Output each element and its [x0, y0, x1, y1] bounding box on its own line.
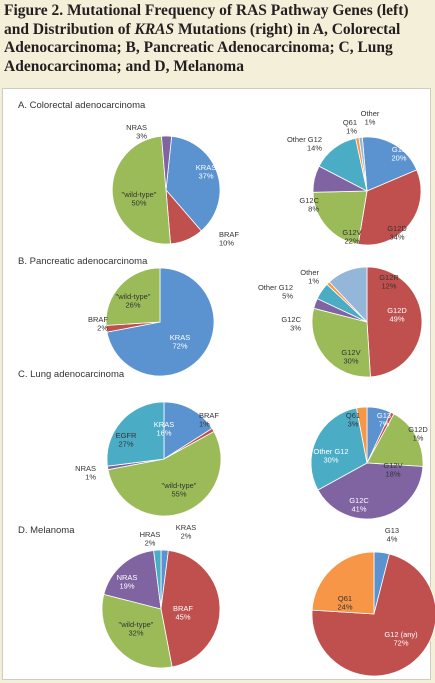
- pie-chart-7: [101, 549, 221, 669]
- slice-label-g12v: G12V 18%: [383, 461, 402, 479]
- pie-chart-3: [105, 267, 215, 377]
- pie-chart-1: [111, 135, 221, 245]
- pie-slice-kras: [106, 267, 215, 377]
- pie-slice-nras: [161, 135, 173, 191]
- slice-label-braf: BRAF 2%: [88, 315, 108, 333]
- pie-chart-8: [311, 551, 435, 677]
- slice-label-other-g12: Other G12 14%: [287, 135, 322, 153]
- pie-slice-g12v: [311, 307, 371, 378]
- pie-slice-g12r: [328, 266, 368, 324]
- pie-slice-other: [358, 136, 368, 192]
- slice-label-braf: BRAF 1%: [199, 411, 219, 429]
- slice-label-kras: KRAS 72%: [170, 333, 190, 351]
- slice-label-egfr: EGFR 27%: [116, 431, 137, 449]
- slice-label-g12v: G12V 30%: [341, 348, 360, 366]
- pie-slice-g12d: [366, 266, 423, 378]
- slice-label-g12r: G12R 12%: [379, 273, 399, 291]
- pie-slice-g12c: [317, 462, 424, 520]
- pie-slice-q61: [356, 406, 368, 464]
- pie-slice-g12-any: [311, 553, 435, 677]
- slice-label-wild-type: "wild-type" 55%: [162, 481, 197, 499]
- pie-slice-hras: [153, 549, 162, 610]
- slice-label-g13: G13 7%: [377, 411, 391, 429]
- slice-label-other: Other 1%: [300, 268, 319, 286]
- pie-slice-other-g12: [310, 407, 368, 491]
- slice-label-g12-any: G12 (any) 72%: [384, 630, 418, 648]
- pie-slice-q61: [311, 551, 375, 615]
- pie-slice-g13: [361, 136, 418, 192]
- slice-label-wild-type: "wild-type" 50%: [122, 190, 157, 208]
- figure-title-kras: KRAS: [134, 20, 175, 38]
- pie-slice-kras: [165, 135, 221, 232]
- slice-label-other-g12: Other G12 5%: [258, 283, 293, 301]
- pie-slice-wild-type: [105, 267, 161, 326]
- panel-title-b-pancreatic: B. Pancreatic adenocarcinoma: [18, 256, 148, 267]
- slice-label-nras: NRAS 1%: [75, 464, 96, 482]
- pie-slice-g12v: [312, 190, 368, 245]
- figure-title-tail: Mutations (right) in A, Colorectal Adeno…: [4, 20, 401, 75]
- figure-number: Figure 2.: [4, 2, 67, 19]
- pie-slice-g12d: [357, 169, 422, 246]
- slice-label-wild-type: "wild-type" 32%: [119, 620, 154, 638]
- figure-title-body: Mutational Frequency of RAS Pathway Gene…: [4, 2, 409, 38]
- slice-label-g12d: G12D 49%: [387, 306, 407, 324]
- pie-chart-4: [311, 266, 423, 378]
- pie-slice-egfr: [106, 401, 165, 467]
- slice-label-other-g12: Other G12 30%: [313, 447, 348, 465]
- slice-label-hras: HRAS 2%: [140, 530, 161, 548]
- pie-chart-6: [310, 406, 424, 520]
- slice-label-g13: G13 4%: [385, 526, 399, 544]
- panel-title-c-lung-adeno: C. Lung adenocarcinoma: [18, 369, 125, 380]
- slice-label-braf: BRAF 10%: [219, 230, 239, 248]
- pie-slice-wild-type: [111, 135, 171, 245]
- pie-slice-wild-type: [101, 593, 173, 669]
- pie-chart-2: [312, 136, 422, 246]
- panel-title-a-colorectal: A. Colorectal adenocarcinoma: [18, 100, 146, 111]
- figure-caption: Figure 2. Mutational Frequency of RAS Pa…: [4, 2, 432, 76]
- slice-label-q61: Q61 1%: [343, 118, 358, 136]
- slice-label-q61: Q61 3%: [346, 411, 360, 429]
- slice-label-g12v: G12V 22%: [342, 228, 361, 246]
- pie-slice-wild-type: [107, 430, 222, 517]
- slice-label-g13: G13 20%: [391, 145, 406, 163]
- slice-label-kras: KRAS 16%: [154, 420, 174, 438]
- slice-label-g12d: G12D 1%: [408, 425, 428, 443]
- slice-label-kras: KRAS 2%: [176, 523, 196, 541]
- slice-label-braf: BRAF 45%: [173, 604, 193, 622]
- pie-slice-g12v: [366, 413, 424, 467]
- slice-label-nras: NRAS 3%: [126, 123, 147, 141]
- slice-label-other: Other 1%: [361, 109, 380, 127]
- pie-slice-nras: [103, 550, 162, 610]
- slice-label-g12c: G12C 8%: [299, 196, 319, 214]
- panel-title-d-melanoma: D. Melanoma: [18, 525, 75, 536]
- slice-label-kras: KRAS 37%: [196, 163, 216, 181]
- slice-label-wild-type: "wild-type" 26%: [116, 292, 151, 310]
- slice-label-q61: Q61 24%: [337, 594, 352, 612]
- slice-label-nras: NRAS 19%: [117, 573, 138, 591]
- pie-slice-braf: [160, 550, 221, 668]
- slice-label-g12d: G12D 34%: [387, 224, 407, 242]
- slice-label-g12c: G12C 3%: [281, 315, 301, 333]
- pie-chart-5: [106, 401, 222, 517]
- slice-label-g12c: G12C 41%: [349, 496, 369, 514]
- pie-slice-kras: [163, 401, 213, 460]
